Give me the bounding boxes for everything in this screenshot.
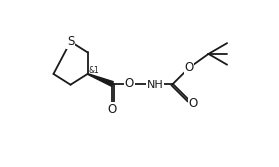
Text: O: O: [188, 98, 198, 110]
Text: O: O: [125, 77, 134, 91]
Text: &1: &1: [88, 66, 99, 75]
Text: O: O: [108, 103, 117, 116]
Text: NH: NH: [147, 80, 163, 90]
Text: S: S: [67, 35, 74, 48]
Text: O: O: [184, 61, 194, 74]
Polygon shape: [87, 74, 113, 86]
